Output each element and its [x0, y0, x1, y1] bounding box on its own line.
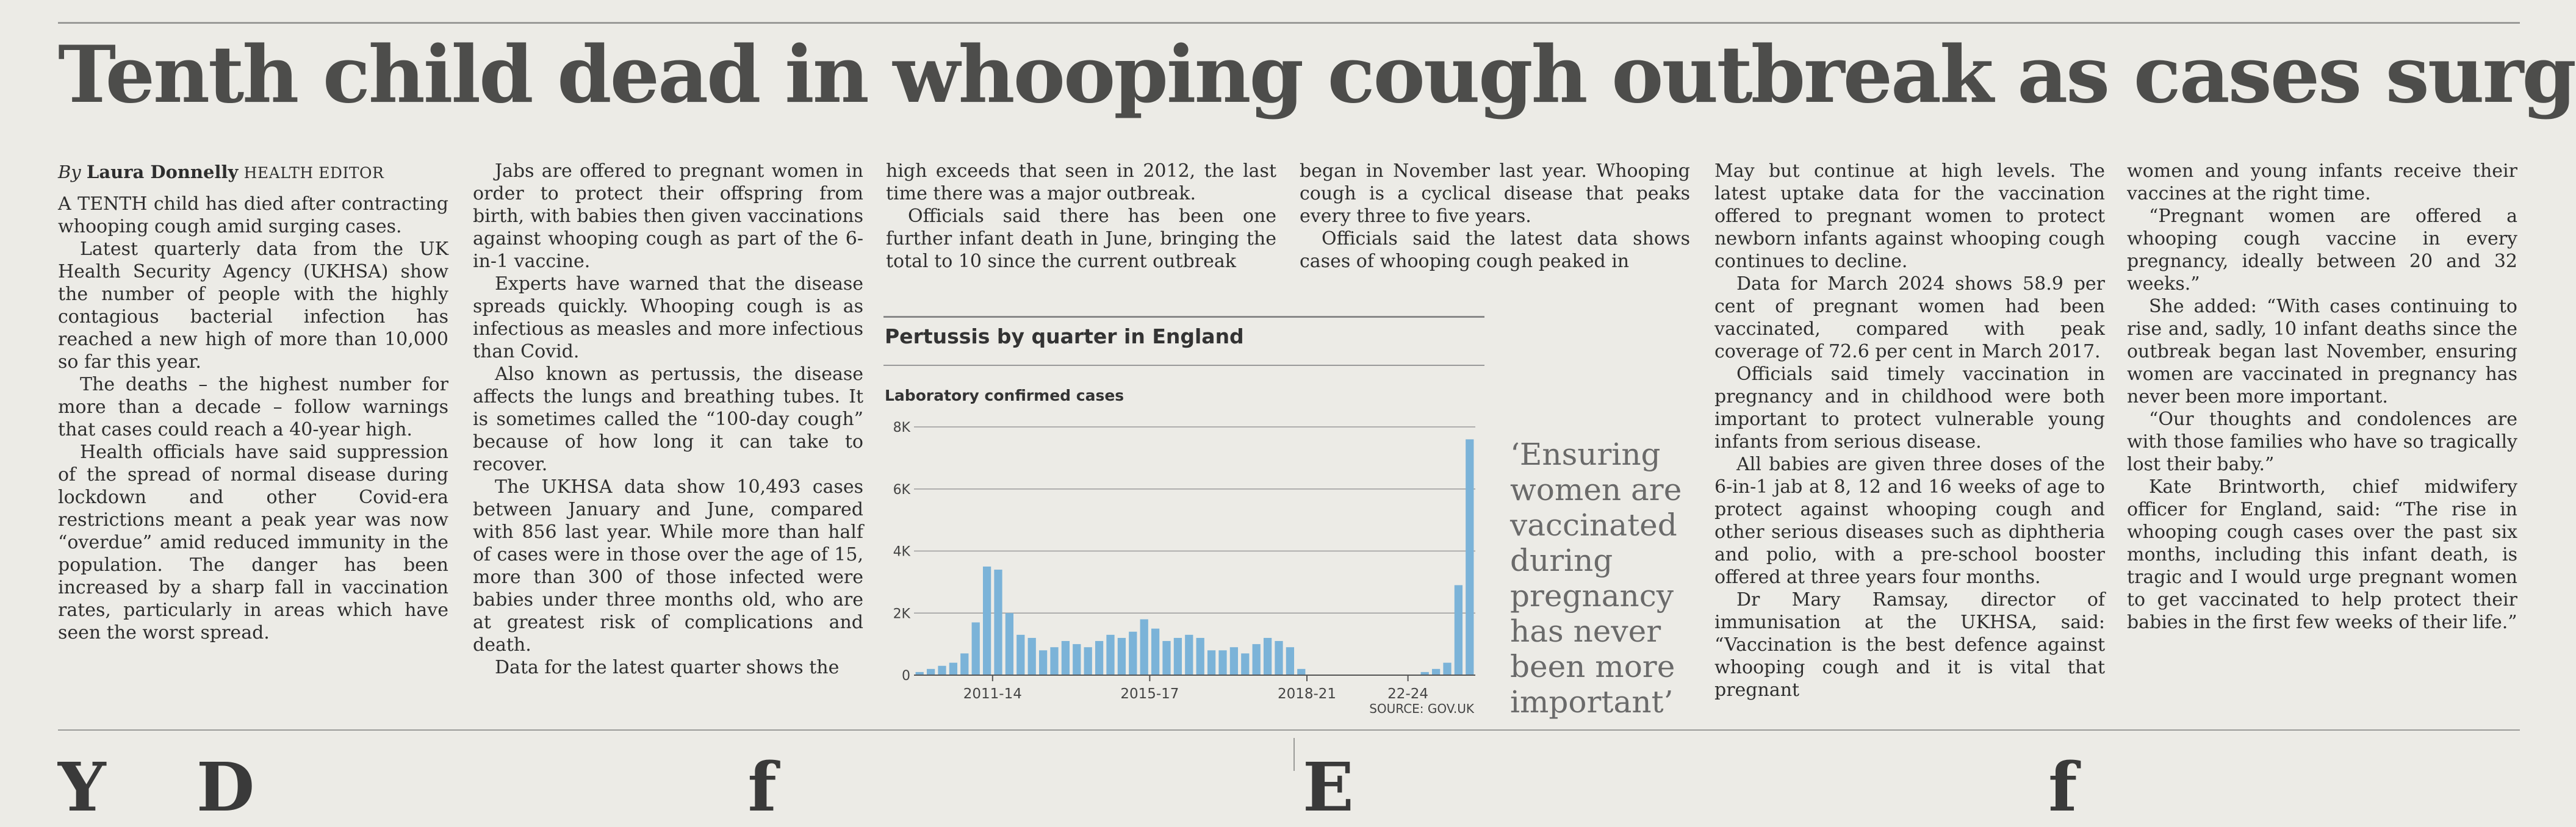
chart-y-tick-label: 4K: [893, 545, 911, 560]
article-column-4: began in November last year. Whooping co…: [1300, 160, 1690, 273]
chart-bar: [1061, 641, 1070, 675]
chart-top-rule: [883, 316, 1484, 318]
paragraph: Kate Brintworth, chief midwifery officer…: [2127, 476, 2517, 633]
chart-x-tick-label: 22-24: [1387, 686, 1428, 702]
chart-bar: [1431, 668, 1441, 675]
chart-bar: [960, 653, 969, 675]
chart-bar: [1151, 628, 1160, 675]
chart-bar: [1027, 637, 1036, 675]
chart-bar: [1241, 653, 1250, 675]
paragraph: Data for the latest quarter shows the: [495, 657, 840, 678]
next-story-headline-1: Y D f: [58, 748, 777, 826]
chart-bar: [1073, 644, 1081, 675]
top-rule: [58, 22, 2520, 24]
paragraph: “Our thoughts and condolences are with t…: [2127, 409, 2517, 475]
chart-bar: [1297, 668, 1306, 675]
chart-bar: [1016, 634, 1025, 675]
paragraph: A TENTH child has died after contracting…: [58, 193, 448, 237]
chart-bar: [1443, 662, 1452, 675]
chart-bar: [1005, 613, 1014, 675]
chart-bar: [1106, 634, 1115, 675]
paragraph: “Pregnant women are offered a whooping c…: [2127, 206, 2517, 295]
chart-bar: [1286, 647, 1295, 675]
article-headline: Tenth child dead in whooping cough outbr…: [58, 29, 2576, 121]
chart-y-tick-label: 2K: [893, 606, 911, 621]
chart-bar: [994, 570, 1002, 675]
chart-title: Pertussis by quarter in England: [885, 324, 1244, 348]
chart-bar: [1038, 650, 1048, 675]
chart-y-tick-label: 0: [902, 668, 910, 684]
chart-plot: 0 2K 4K 6K 8K 2011-14 2015-17 2018-21 22-24SOURC…: [893, 420, 1475, 715]
article-column-3: high exceeds that seen in 2012, the last…: [886, 160, 1276, 273]
chart-bar: [1095, 641, 1104, 675]
chart-bar: [1117, 637, 1126, 675]
byline-by: By: [58, 162, 81, 182]
article-column-5: May but continue at high levels. The lat…: [1714, 160, 2105, 701]
chart-bar: [938, 665, 946, 675]
article-column-6: women and young infants receive their va…: [2127, 160, 2517, 634]
article-column-2: Jabs are offered to pregnant women in or…: [473, 160, 863, 679]
chart-y-tick-label: 8K: [893, 420, 911, 435]
chart-bar: [1454, 585, 1463, 675]
next-story-headline-2: E f: [1303, 748, 2078, 826]
chart-bar: [926, 668, 935, 675]
chart-source: SOURCE: GOV.UK: [1369, 701, 1475, 715]
paragraph: Health officials have said suppression o…: [58, 442, 448, 643]
chart-bar: [1275, 641, 1283, 675]
chart-bar: [971, 622, 980, 675]
chart-bar: [1050, 647, 1059, 675]
pertussis-chart: Pertussis by quarter in England Laborato…: [883, 318, 1484, 726]
paragraph: Also known as pertussis, the disease aff…: [473, 363, 863, 475]
paragraph: She added: “With cases continuing to ris…: [2127, 296, 2517, 407]
bottom-column-divider: [1293, 738, 1295, 771]
chart-bar: [1207, 650, 1216, 675]
chart-bar: [1229, 647, 1239, 675]
chart-bar: [1129, 631, 1137, 675]
chart-bar: [1196, 637, 1204, 675]
paragraph: May but continue at high levels. The lat…: [1714, 160, 2105, 272]
paragraph: Officials said there has been one furthe…: [886, 206, 1276, 272]
paragraph: Latest quarterly data from the UK Health…: [58, 238, 448, 373]
byline-role: HEALTH EDITOR: [243, 164, 384, 182]
article-column-1: By Laura Donnelly HEALTH EDITOR A TENTH …: [58, 160, 448, 644]
paragraph: Data for March 2024 shows 58.9 per cent …: [1714, 273, 2105, 362]
paragraph: high exceeds that seen in 2012, the last…: [886, 160, 1276, 204]
paragraph: began in November last year. Whooping co…: [1300, 160, 1690, 227]
chart-y-label: Laboratory confirmed cases: [885, 387, 1124, 404]
chart-divider: [883, 365, 1484, 366]
chart-bar: [1084, 647, 1092, 675]
chart-bar: [1420, 671, 1429, 675]
chart-bar: [1140, 619, 1148, 675]
chart-bar: [1173, 637, 1182, 675]
paragraph: women and young infants receive their va…: [2127, 160, 2517, 204]
chart-bar: [1162, 641, 1171, 675]
pull-quote: ‘Ensuring women are vaccinated during pr…: [1510, 437, 1682, 720]
paragraph: Dr Mary Ramsay, director of immunisation…: [1714, 589, 2105, 701]
paragraph: All babies are given three doses of the …: [1714, 454, 2105, 588]
paragraph: The deaths – the highest number for more…: [58, 374, 448, 440]
chart-x-tick-label: 2011-14: [963, 686, 1022, 702]
paragraph: Officials said timely vaccination in pre…: [1714, 363, 2105, 453]
chart-x-tick-label: 2018-21: [1278, 686, 1336, 702]
chart-bar: [1185, 634, 1193, 675]
chart-bar: [982, 566, 991, 675]
chart-bar: [1263, 637, 1272, 675]
paragraph: Experts have warned that the disease spr…: [473, 273, 863, 362]
chart-x-tick-label: 2015-17: [1120, 686, 1179, 702]
chart-bar: [1466, 439, 1474, 675]
bottom-rule: [58, 729, 2520, 731]
chart-bar: [949, 662, 958, 675]
chart-bar: [1218, 650, 1227, 675]
byline-author: Laura Donnelly: [86, 162, 239, 182]
chart-y-tick-label: 6K: [893, 482, 911, 498]
paragraph: Jabs are offered to pregnant women in or…: [473, 160, 863, 272]
chart-bar: [1252, 644, 1261, 675]
paragraph: The UKHSA data show 10,493 cases between…: [473, 476, 863, 656]
byline: By Laura Donnelly HEALTH EDITOR: [58, 160, 448, 185]
paragraph: Officials said the latest data shows cas…: [1300, 228, 1690, 272]
chart-bar: [915, 671, 924, 675]
